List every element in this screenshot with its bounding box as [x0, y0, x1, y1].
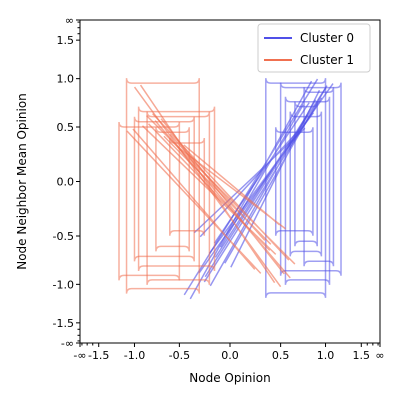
- y-tick-label: -1.0: [53, 278, 74, 291]
- cluster-1-loop-2: [137, 106, 216, 272]
- cluster-1-loop-1: [146, 111, 211, 285]
- x-tick-label: 1.0: [317, 349, 335, 362]
- y-tick-label: -∞: [61, 337, 74, 350]
- y-tick-label: -1.5: [53, 317, 74, 330]
- cluster-1-loop-4: [118, 121, 181, 281]
- y-tick-label: 0.5: [57, 121, 75, 134]
- cluster-1-diagonal: [177, 144, 286, 230]
- cluster-1-loop-3: [155, 127, 190, 252]
- cluster-0-diagonal: [193, 127, 306, 238]
- x-tick-label: -1.5: [88, 349, 109, 362]
- axis-ticks: -∞ -1.5 -1.0 -0.5 0.0 0.5 1.0 1.5 ∞-∞-1.5-1.0-0.…: [53, 14, 385, 362]
- x-tick-label: 0.0: [221, 349, 239, 362]
- cluster-0-loop-0: [265, 78, 327, 298]
- x-tick-label: -∞: [73, 349, 86, 362]
- plot-lines: [118, 78, 342, 300]
- cluster-1-diagonal: [163, 133, 272, 245]
- cluster-0-loop-5: [274, 127, 314, 236]
- legend-label: Cluster 1: [300, 53, 354, 67]
- y-tick-label: ∞: [65, 14, 74, 27]
- x-tick-label: -0.5: [169, 349, 190, 362]
- cluster-0-loop-6: [294, 101, 318, 247]
- cluster-0-loop-4: [303, 87, 335, 267]
- y-tick-label: 1.0: [57, 73, 75, 86]
- cluster-1-loop-0: [125, 78, 200, 294]
- legend: Cluster 0 Cluster 1: [257, 23, 371, 73]
- cluster-1-loop-5: [169, 137, 206, 236]
- cluster-0-loop-2: [284, 96, 331, 285]
- cluster-1-diagonal: [141, 123, 277, 255]
- y-tick-label: -0.5: [53, 230, 74, 243]
- x-axis-label: Node Opinion: [189, 371, 270, 385]
- y-axis-label: Node Neighbor Mean Opinion: [15, 93, 29, 270]
- y-tick-label: 0.0: [57, 176, 75, 189]
- cluster-1-diagonal: [146, 113, 296, 265]
- x-tick-label: -1.0: [124, 349, 145, 362]
- x-tick-label: 1.5: [353, 349, 371, 362]
- x-tick-label: ∞: [375, 349, 384, 362]
- legend-label: Cluster 0: [300, 31, 354, 45]
- x-tick-label: 0.5: [272, 349, 290, 362]
- y-tick-label: 1.5: [57, 34, 75, 47]
- cluster-0-loop-1: [279, 82, 342, 276]
- cluster-1-loop-6: [133, 116, 195, 262]
- cluster-0-loop-3: [289, 111, 323, 257]
